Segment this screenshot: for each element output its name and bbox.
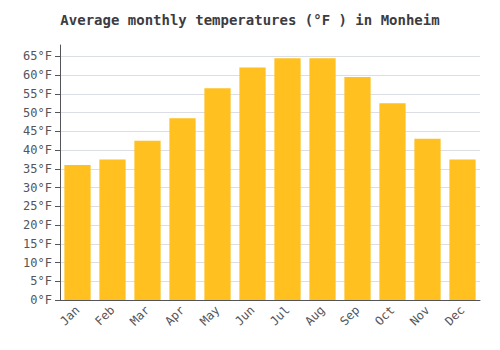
svg-text:40°F: 40°F [23, 143, 52, 157]
svg-text:Oct: Oct [372, 303, 397, 328]
svg-text:25°F: 25°F [23, 199, 52, 213]
svg-text:10°F: 10°F [23, 256, 52, 270]
svg-text:Average monthly temperatures (: Average monthly temperatures (°F ) in Mo… [60, 12, 439, 28]
svg-text:Jul: Jul [267, 303, 292, 328]
svg-text:Jun: Jun [232, 303, 257, 328]
svg-text:Jan: Jan [57, 303, 82, 328]
svg-text:Feb: Feb [92, 303, 117, 328]
svg-text:45°F: 45°F [23, 124, 52, 138]
svg-text:May: May [197, 303, 222, 328]
svg-text:Dec: Dec [442, 303, 467, 328]
svg-text:15°F: 15°F [23, 237, 52, 251]
svg-text:50°F: 50°F [23, 106, 52, 120]
svg-text:Sep: Sep [337, 303, 362, 328]
svg-text:5°F: 5°F [30, 274, 52, 288]
svg-text:Apr: Apr [162, 303, 187, 328]
svg-text:60°F: 60°F [23, 68, 52, 82]
svg-text:20°F: 20°F [23, 218, 52, 232]
svg-text:65°F: 65°F [23, 49, 52, 63]
svg-text:55°F: 55°F [23, 87, 52, 101]
svg-text:Aug: Aug [302, 303, 327, 328]
svg-text:0°F: 0°F [30, 293, 52, 307]
svg-text:35°F: 35°F [23, 162, 52, 176]
svg-text:30°F: 30°F [23, 181, 52, 195]
svg-text:Nov: Nov [407, 303, 432, 328]
svg-text:Mar: Mar [127, 303, 152, 328]
